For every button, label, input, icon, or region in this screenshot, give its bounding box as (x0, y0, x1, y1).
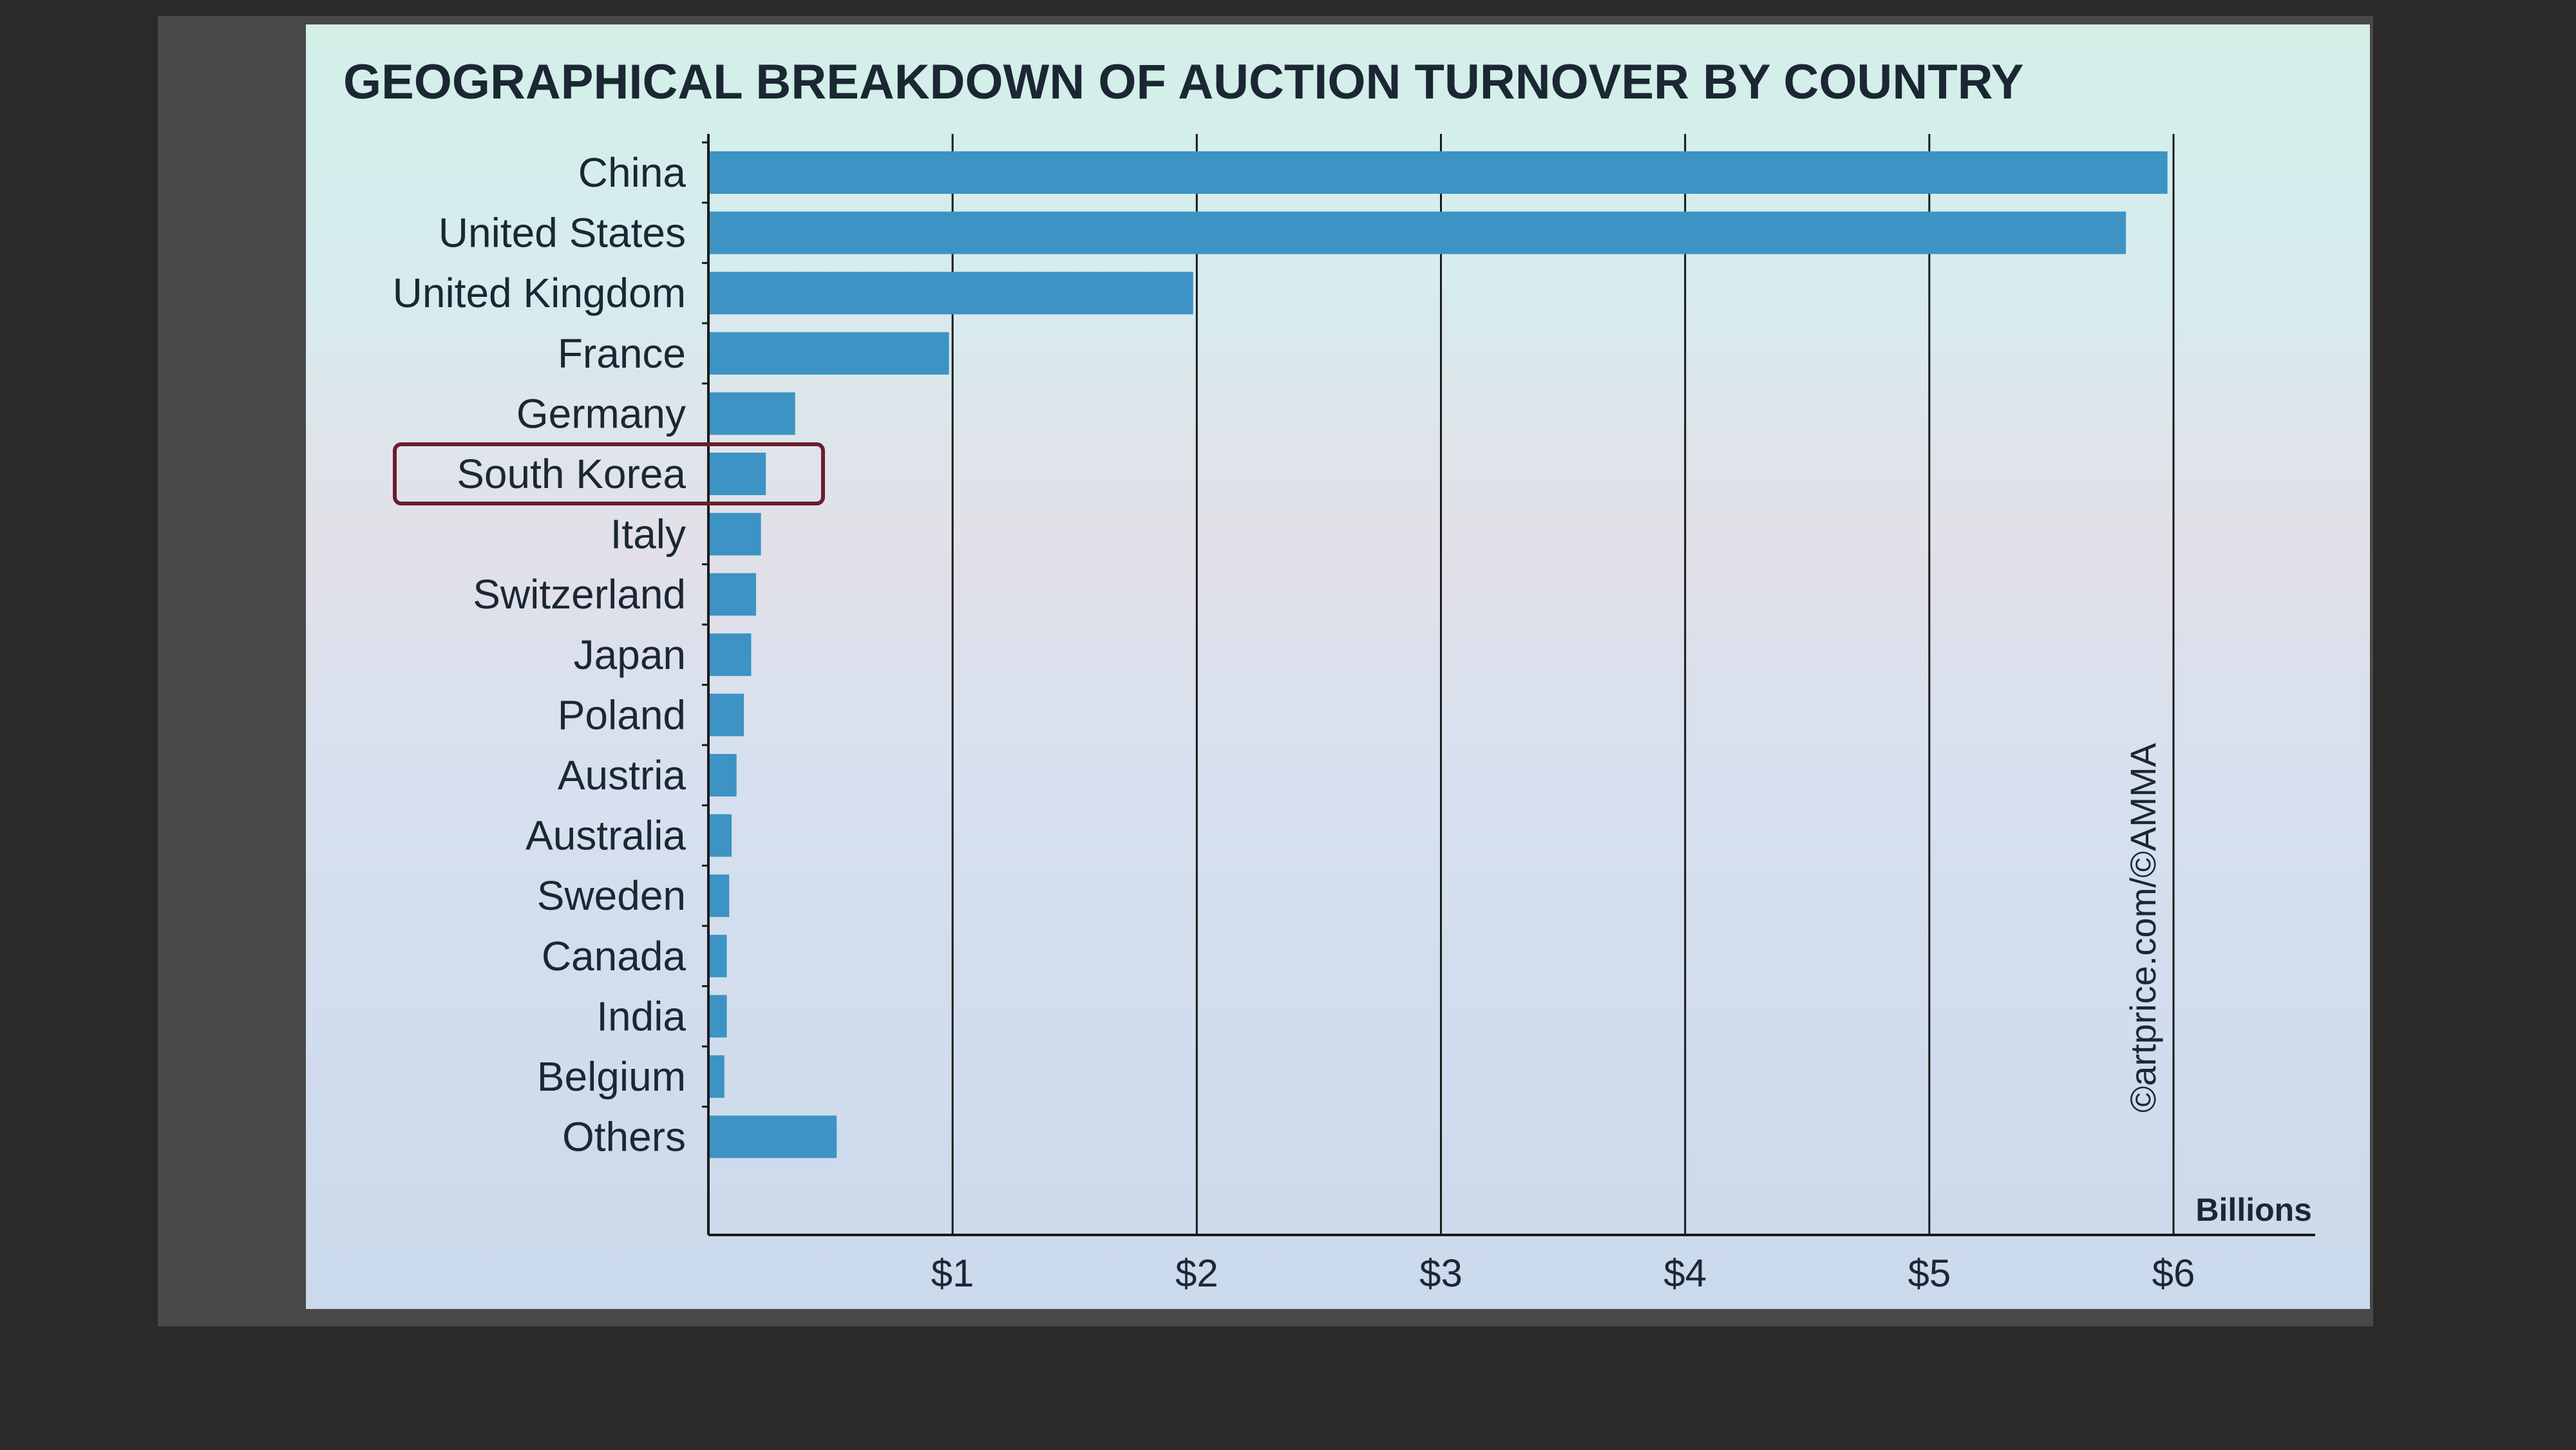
bar (710, 513, 761, 556)
x-tick-label: $2 (1175, 1252, 1218, 1295)
x-axis-label: Billions (2195, 1192, 2312, 1228)
bar (710, 633, 752, 676)
copyright-annotation: ©artprice.com/©AMMA (2123, 742, 2163, 1113)
category-label: United Kingdom (393, 270, 686, 316)
category-label: France (558, 330, 686, 377)
category-label: Belgium (537, 1053, 686, 1100)
bar (710, 814, 732, 857)
bar (710, 693, 744, 737)
bar (710, 332, 949, 375)
category-label: China (578, 149, 687, 196)
bar (710, 272, 1193, 315)
category-label: Others (562, 1114, 686, 1160)
bar (710, 934, 727, 977)
x-tick-label: $6 (2152, 1252, 2195, 1295)
projection-screen: GEOGRAPHICAL BREAKDOWN OF AUCTION TURNOV… (306, 24, 2370, 1309)
category-label: Australia (526, 813, 686, 859)
category-label: Poland (558, 692, 686, 738)
category-label: Japan (574, 632, 686, 678)
chart: GEOGRAPHICAL BREAKDOWN OF AUCTION TURNOV… (343, 55, 2315, 1295)
x-tick-label: $1 (931, 1252, 974, 1295)
x-tick-label: $3 (1419, 1252, 1463, 1295)
bar (710, 754, 737, 796)
x-tick-label: $5 (1908, 1252, 1951, 1295)
chart-title: GEOGRAPHICAL BREAKDOWN OF AUCTION TURNOV… (343, 55, 2023, 109)
category-label: Austria (558, 752, 687, 798)
bar (710, 211, 2126, 254)
category-label: Sweden (537, 872, 686, 919)
bar (710, 1055, 724, 1098)
x-tick-label: $4 (1663, 1252, 1707, 1295)
bar (710, 453, 766, 495)
category-label: India (596, 993, 686, 1039)
category-label: South Korea (457, 451, 686, 497)
category-label: Switzerland (473, 571, 686, 617)
bar (710, 1115, 837, 1158)
bar (710, 151, 2168, 194)
bar (710, 392, 795, 435)
x-tick-labels: $1 $2 $3 $4 $5 $6 (931, 1252, 2195, 1295)
category-label: Germany (516, 390, 686, 437)
category-label: Italy (611, 511, 686, 558)
category-label: Canada (542, 933, 687, 979)
category-labels: China United States United Kingdom France Ge… (393, 149, 687, 1160)
bar (710, 573, 757, 616)
highlight-box (393, 442, 825, 505)
bars (710, 151, 2168, 1158)
category-label: United States (439, 210, 686, 256)
bar (710, 874, 730, 918)
bar (710, 995, 727, 1038)
